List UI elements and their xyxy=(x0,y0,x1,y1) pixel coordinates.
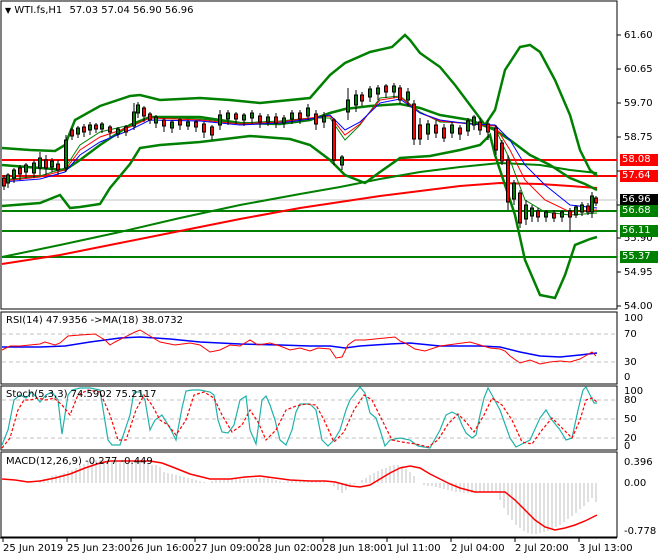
time-label: 28 Jun 18:00 xyxy=(323,543,387,554)
macd-tick: 0.00 xyxy=(624,478,647,489)
price-tick: 58.75 xyxy=(624,132,653,143)
bollinger-middle xyxy=(1,102,598,192)
stoch-title: Stoch(5,3,3) 74.5902 75.2117 xyxy=(6,389,157,400)
bollinger-lower xyxy=(1,132,598,300)
macd-tick: 0.396 xyxy=(624,457,653,468)
price-tick: 59.70 xyxy=(624,98,653,109)
macd-signal-line xyxy=(1,460,598,531)
candlesticks xyxy=(2,83,598,232)
triangle-down-icon[interactable]: ▼ xyxy=(5,6,12,15)
resistance-tag: 58.08 xyxy=(620,154,658,166)
macd-frame xyxy=(0,451,618,538)
stoch-tick: 20 xyxy=(624,433,637,444)
macd-tick: -0.778 xyxy=(624,526,657,537)
time-axis-ticks xyxy=(2,538,580,542)
stoch-frame xyxy=(0,385,618,451)
main-chart-frame xyxy=(0,0,618,310)
stoch-tick: 100 xyxy=(624,386,644,397)
time-label: 2 Jul 04:00 xyxy=(451,543,505,554)
bollinger-upper xyxy=(1,33,598,177)
time-label: 28 Jun 02:00 xyxy=(259,543,323,554)
price-tick: 54.00 xyxy=(624,301,653,312)
support-tag: 55.37 xyxy=(620,251,658,263)
rsi-tick: 100 xyxy=(624,313,644,324)
macd-histogram xyxy=(39,460,597,534)
ma-slow-blue xyxy=(1,98,598,209)
ma-long-red xyxy=(1,181,598,265)
current-price-tag: 56.96 xyxy=(620,194,658,206)
ma-long-green xyxy=(1,161,598,258)
ohlc-values: 57.03 57.04 56.90 56.96 xyxy=(69,5,194,16)
rsi-frame xyxy=(0,311,618,385)
time-label: 26 Jun 16:00 xyxy=(131,543,195,554)
stoch-main-line xyxy=(1,385,597,449)
price-tick: 54.95 xyxy=(624,267,653,278)
macd-title: MACD(12,26,9) -0.277 -0.449 xyxy=(6,456,153,467)
time-label: 3 Jul 13:00 xyxy=(579,543,633,554)
time-label: 2 Jul 20:00 xyxy=(515,543,569,554)
stoch-signal-line xyxy=(1,389,598,449)
rsi-title: RSI(14) 47.9356 ->MA(18) 38.0732 xyxy=(6,315,183,326)
time-label: 25 Jun 23:00 xyxy=(67,543,131,554)
stoch-tick: 50 xyxy=(624,414,637,425)
ma-mid-red xyxy=(1,96,598,213)
price-tick: 60.65 xyxy=(624,64,653,75)
rsi-ma-line xyxy=(2,336,598,358)
stoch-tick: 0 xyxy=(624,441,631,452)
rsi-line xyxy=(1,329,597,365)
time-label: 27 Jun 09:00 xyxy=(195,543,259,554)
support-tag: 56.11 xyxy=(620,225,658,237)
symbol-label: WTI.fs,H1 xyxy=(14,5,63,16)
symbol-header[interactable]: ▼ WTI.fs,H1 57.03 57.04 56.90 56.96 xyxy=(5,5,194,17)
rsi-tick: 0 xyxy=(624,372,631,383)
price-tick: 55.90 xyxy=(624,233,653,244)
rsi-tick: 70 xyxy=(624,329,637,340)
time-label: 1 Jul 11:00 xyxy=(387,543,441,554)
time-label: 25 Jun 2019 xyxy=(3,543,64,554)
price-tick: 61.60 xyxy=(624,30,653,41)
support-tag: 56.68 xyxy=(620,205,658,217)
stoch-tick: 80 xyxy=(624,395,637,406)
resistance-tag: 57.64 xyxy=(620,170,658,182)
rsi-tick: 30 xyxy=(624,357,637,368)
